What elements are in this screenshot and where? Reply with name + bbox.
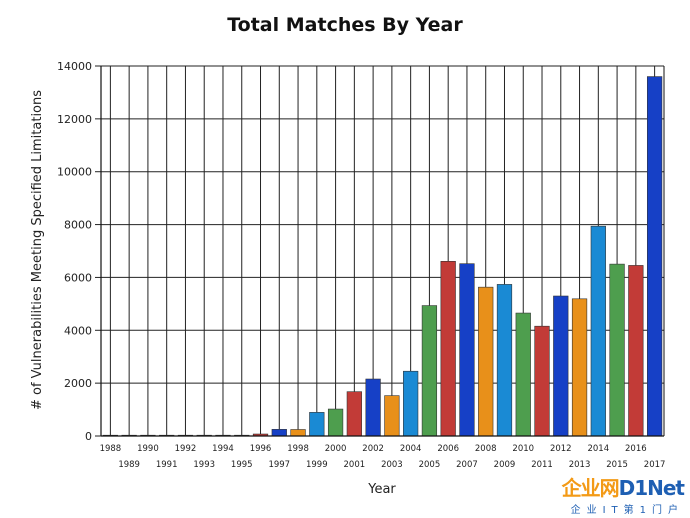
axes — [95, 65, 665, 437]
bar-2002 — [365, 378, 381, 437]
bar-2016 — [628, 265, 644, 437]
bar-2017 — [646, 76, 663, 437]
x-tick-label: 2015 — [606, 460, 628, 470]
x-tick-label: 2011 — [531, 460, 553, 470]
y-tick-label: 14000 — [57, 60, 92, 73]
x-tick-label: 2013 — [569, 460, 591, 470]
x-tick-label: 2003 — [381, 460, 403, 470]
x-tick-label: 1997 — [268, 460, 290, 470]
x-tick-label: 1992 — [175, 444, 197, 454]
bar-2012 — [553, 295, 569, 437]
bar-2010 — [515, 312, 531, 437]
watermark-subtitle: 企业IT第1门户 — [570, 505, 684, 516]
x-tick-labels: 1988 1989 1990 1991 1992 1993 1994 1995 1996 1997… — [100, 444, 666, 470]
x-tick-label: 1989 — [118, 460, 140, 470]
x-tick-label: 1996 — [250, 444, 272, 454]
bar-2001 — [346, 391, 362, 437]
x-tick-label: 2007 — [456, 460, 478, 470]
watermark-brand: 企业网D1Net — [561, 472, 685, 501]
bar-2000 — [327, 408, 344, 437]
bar-1999 — [309, 412, 325, 437]
x-tick-label: 1991 — [156, 460, 178, 470]
bar-2013 — [571, 298, 588, 437]
x-tick-label: 2012 — [550, 444, 572, 454]
x-tick-label: 1999 — [306, 460, 328, 470]
x-tick-label: 2017 — [644, 460, 666, 470]
x-tick-label: 1988 — [100, 444, 122, 454]
y-tick-label: 6000 — [64, 271, 92, 284]
bar-2003 — [384, 395, 400, 437]
y-tick-label: 12000 — [57, 113, 92, 126]
x-tick-label: 1995 — [231, 460, 253, 470]
x-tick-label: 2010 — [512, 444, 534, 454]
bar-2011 — [534, 325, 550, 437]
y-tick-label: 10000 — [57, 166, 92, 179]
bar-2014 — [590, 225, 606, 437]
bar-2007 — [459, 263, 475, 437]
x-tick-label: 2004 — [400, 444, 422, 454]
y-axis-title: # of Vulnerabilities Meeting Specified L… — [30, 90, 45, 410]
x-tick-label: 2000 — [325, 444, 347, 454]
bar-2009 — [496, 284, 513, 437]
bars — [102, 76, 663, 437]
y-tick-labels: 0 2000 4000 6000 8000 10000 12000 14000 — [57, 60, 92, 443]
x-tick-label: 2006 — [437, 444, 459, 454]
x-tick-label: 2008 — [475, 444, 497, 454]
bar-2006 — [440, 261, 456, 437]
x-tick-label: 2014 — [587, 444, 609, 454]
x-tick-label: 2009 — [494, 460, 516, 470]
x-axis-title: Year — [367, 482, 396, 497]
x-tick-label: 2002 — [362, 444, 384, 454]
x-tick-label: 2005 — [419, 460, 441, 470]
bar-2004 — [403, 370, 419, 437]
bar-1997 — [271, 429, 287, 437]
y-tick-label: 8000 — [64, 219, 92, 232]
y-tick-label: 2000 — [64, 377, 92, 390]
x-tick-label: 2016 — [625, 444, 647, 454]
watermark-brand-cn: 企业网 — [561, 476, 620, 500]
chart-title: Total Matches By Year — [227, 14, 463, 36]
bar-2008 — [478, 286, 494, 437]
bar-1998 — [290, 429, 306, 437]
y-tick-label: 4000 — [64, 324, 92, 337]
bar-2005 — [421, 305, 438, 437]
bar-2015 — [609, 263, 625, 437]
x-tick-label: 1994 — [212, 444, 234, 454]
watermark-logo: 企业网D1Net 企业IT第1门户 — [561, 472, 685, 516]
y-tick-label: 0 — [85, 430, 92, 443]
x-tick-label: 2001 — [344, 460, 366, 470]
x-tick-label: 1990 — [137, 444, 159, 454]
x-tick-label: 1998 — [287, 444, 309, 454]
watermark-brand-net: D1Net — [618, 476, 685, 500]
x-tick-label: 1993 — [193, 460, 215, 470]
